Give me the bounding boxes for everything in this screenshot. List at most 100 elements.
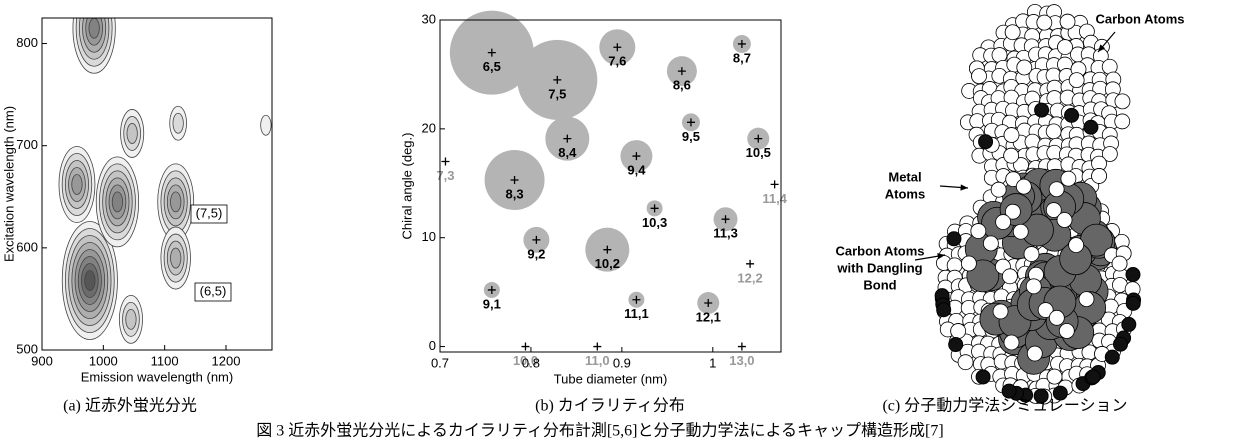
- diagram-label: Atoms: [885, 186, 925, 201]
- y-tick-label: 600: [16, 239, 38, 254]
- carbon-atom: [951, 324, 966, 339]
- carbon-atom: [1058, 40, 1073, 55]
- carbon-atom: [1013, 224, 1028, 239]
- y-tick-label: 0: [429, 338, 436, 353]
- dangling-atom: [1126, 296, 1140, 310]
- point-label: 7,3: [436, 168, 454, 183]
- figure-caption: 図 3 近赤外蛍光分光によるカイラリティ分布計測[5,6]と分子動力学法によるキ…: [256, 422, 943, 440]
- point-label: 8,4: [558, 145, 577, 160]
- dangling-atom: [979, 135, 993, 149]
- x-tick-label: 0.7: [431, 355, 449, 370]
- point-label: 12,1: [696, 309, 721, 324]
- point-cross: [738, 343, 746, 351]
- carbon-atom: [1024, 247, 1039, 262]
- subcaption: (a) 近赤外蛍光分光: [63, 397, 197, 415]
- carbon-atom: [1016, 179, 1031, 194]
- annotation: (6,5): [200, 283, 227, 298]
- point-label: 12,2: [737, 270, 762, 285]
- dangling-atom: [937, 303, 951, 317]
- contour-level: [171, 248, 181, 268]
- dangling-atom: [1122, 317, 1136, 331]
- carbon-atom: [1115, 114, 1130, 129]
- diagram-label: Carbon Atoms: [835, 243, 924, 258]
- x-tick-label: 1100: [151, 353, 179, 368]
- contour-level: [126, 309, 136, 329]
- point-label: 6,5: [483, 59, 501, 74]
- y-tick-label: 800: [16, 35, 38, 50]
- dangling-atom: [947, 232, 961, 246]
- subcaption: (c) 分子動力学法シミュレーション: [882, 397, 1127, 415]
- dangling-atom: [976, 370, 990, 384]
- contour-area: [59, 0, 271, 343]
- contour-level: [127, 123, 137, 143]
- carbon-atom: [1092, 168, 1107, 183]
- contour-level: [173, 113, 183, 133]
- carbon-atom: [971, 224, 986, 239]
- point-label: 9,4: [627, 163, 646, 178]
- x-tick-label: 0.9: [613, 355, 631, 370]
- point-cross: [441, 158, 449, 166]
- contour-level: [261, 115, 271, 135]
- diagram-label: Bond: [863, 277, 896, 292]
- y-tick-label: 20: [422, 120, 436, 135]
- dangling-atom: [1084, 120, 1098, 134]
- simulation: [935, 4, 1140, 404]
- x-axis-label: Tube diameter (nm): [554, 371, 668, 386]
- y-tick-label: 10: [422, 229, 436, 244]
- carbon-atom: [972, 69, 987, 84]
- diagram-label: with Dangling: [836, 260, 922, 275]
- point-label: 8,6: [673, 78, 691, 93]
- contour-level: [89, 18, 99, 38]
- carbon-atom: [1047, 369, 1062, 384]
- annotation: (7,5): [196, 205, 223, 220]
- diagram-label: Metal: [888, 169, 921, 184]
- dangling-atom: [949, 338, 963, 352]
- carbon-atom: [1112, 256, 1127, 271]
- carbon-atom: [1069, 238, 1084, 253]
- point-label: 11,0: [585, 353, 610, 368]
- carbon-atom: [1027, 346, 1042, 361]
- point-label: 10,5: [746, 145, 771, 160]
- point-label: 11,4: [762, 191, 787, 206]
- carbon-atom: [958, 355, 973, 370]
- point-label: 9,1: [483, 296, 501, 311]
- point-label: 11,3: [713, 226, 738, 241]
- contour-level: [72, 175, 82, 195]
- carbon-atom: [991, 182, 1006, 197]
- dangling-atom: [1086, 370, 1100, 384]
- carbon-atom: [1061, 171, 1076, 186]
- point-label: 10,2: [595, 256, 620, 271]
- dangling-atom: [1126, 268, 1140, 282]
- carbon-atom: [1004, 128, 1019, 143]
- carbon-atom: [1079, 292, 1094, 307]
- carbon-atom: [1049, 182, 1064, 197]
- dangling-atom: [1114, 337, 1128, 351]
- carbon-atom: [1069, 73, 1084, 88]
- diagram-label: Carbon Atoms: [1095, 11, 1184, 26]
- carbon-atom: [1046, 124, 1061, 139]
- carbon-atom: [993, 304, 1008, 319]
- contour-level: [171, 192, 181, 212]
- point-label: 8,3: [506, 186, 524, 201]
- dangling-atom: [1065, 108, 1079, 122]
- y-axis-label: Chiral angle (deg.): [399, 133, 414, 240]
- point-label: 7,5: [548, 86, 566, 101]
- point-cross: [771, 180, 779, 188]
- point-cross: [521, 343, 529, 351]
- contour-level: [85, 271, 95, 291]
- carbon-atom: [961, 256, 976, 271]
- carbon-atom: [1004, 148, 1019, 163]
- carbon-atom: [996, 215, 1011, 230]
- carbon-atom: [1059, 323, 1074, 338]
- y-tick-label: 30: [422, 11, 436, 26]
- carbon-atom: [1037, 15, 1052, 30]
- carbon-atom: [1060, 14, 1075, 29]
- figure: 6,57,57,68,78,68,49,510,59,47,311,48,310…: [0, 0, 1244, 446]
- carbon-atom: [983, 236, 998, 251]
- carbon-atom: [1057, 212, 1072, 227]
- point-label: 10,3: [642, 215, 667, 230]
- x-tick-label: 0.8: [522, 355, 540, 370]
- carbon-atom: [1026, 279, 1041, 294]
- x-tick-label: 1000: [89, 353, 118, 368]
